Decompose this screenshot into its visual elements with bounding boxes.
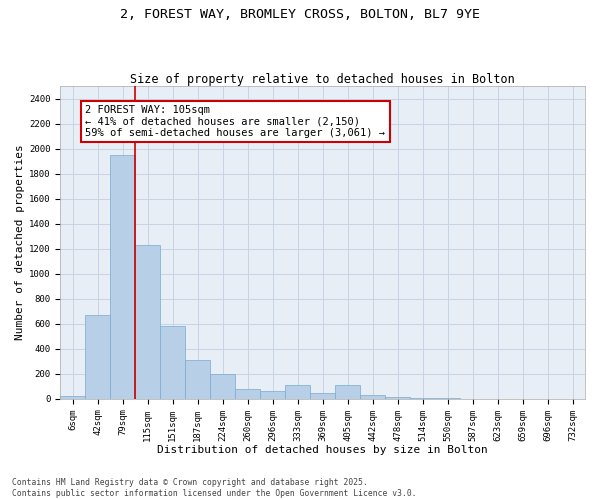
Text: 2, FOREST WAY, BROMLEY CROSS, BOLTON, BL7 9YE: 2, FOREST WAY, BROMLEY CROSS, BOLTON, BL… bbox=[120, 8, 480, 20]
Bar bbox=[260, 392, 285, 399]
Bar bbox=[185, 360, 210, 399]
Text: 2 FOREST WAY: 105sqm
← 41% of detached houses are smaller (2,150)
59% of semi-de: 2 FOREST WAY: 105sqm ← 41% of detached h… bbox=[85, 105, 385, 138]
Bar bbox=[335, 385, 360, 399]
Bar bbox=[360, 395, 385, 399]
Bar bbox=[136, 245, 160, 399]
Bar bbox=[110, 155, 136, 399]
Bar bbox=[285, 385, 310, 399]
Bar bbox=[210, 374, 235, 399]
Title: Size of property relative to detached houses in Bolton: Size of property relative to detached ho… bbox=[130, 73, 515, 86]
Bar bbox=[61, 396, 85, 399]
Text: Contains HM Land Registry data © Crown copyright and database right 2025.
Contai: Contains HM Land Registry data © Crown c… bbox=[12, 478, 416, 498]
Bar bbox=[310, 392, 335, 399]
Bar bbox=[85, 315, 110, 399]
Bar bbox=[410, 398, 435, 399]
Bar bbox=[160, 326, 185, 399]
Y-axis label: Number of detached properties: Number of detached properties bbox=[15, 144, 25, 340]
X-axis label: Distribution of detached houses by size in Bolton: Distribution of detached houses by size … bbox=[157, 445, 488, 455]
Bar bbox=[235, 389, 260, 399]
Bar bbox=[385, 397, 410, 399]
